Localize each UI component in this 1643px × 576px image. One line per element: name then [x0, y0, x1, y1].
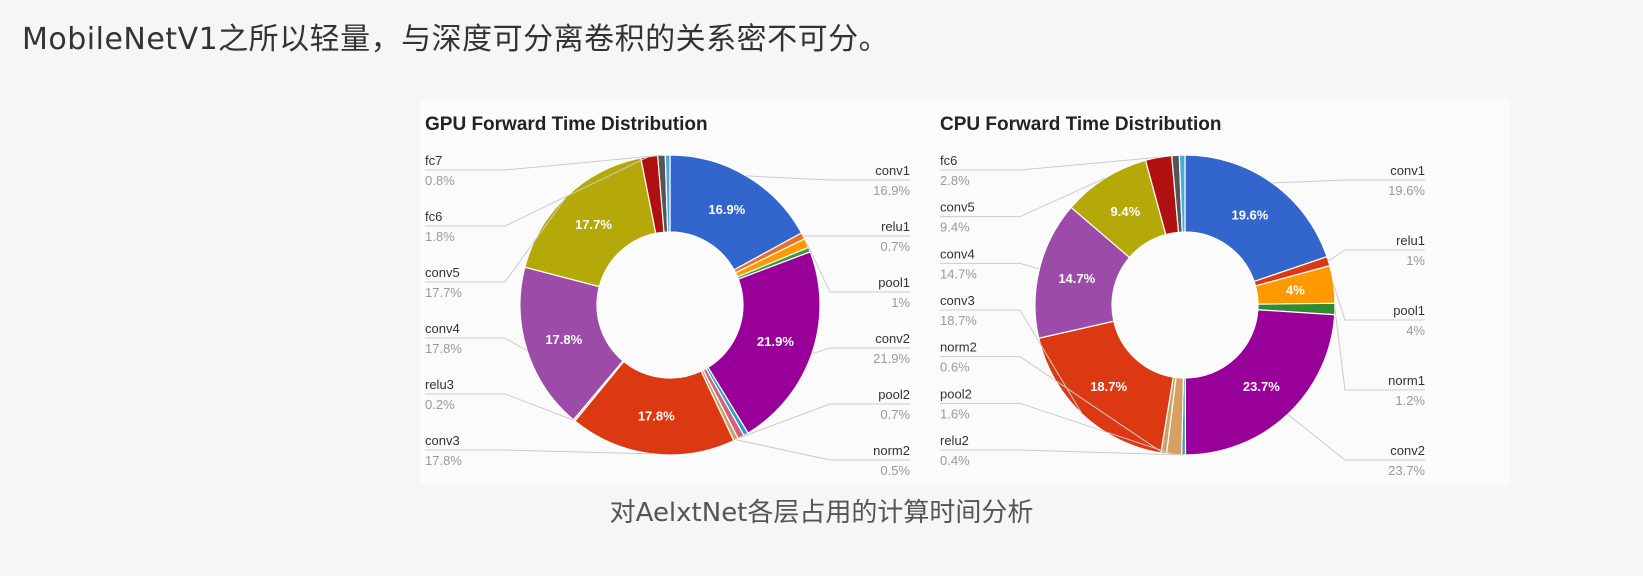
- leader-line-norm1: [1334, 308, 1425, 391]
- slice-conv5: [524, 157, 657, 288]
- legend-name-norm2: norm2: [873, 443, 910, 458]
- legend-name-relu1: relu1: [881, 219, 910, 234]
- leader-line-pool1: [806, 242, 910, 293]
- legend-pct-conv5: 17.7%: [425, 285, 462, 300]
- legend-pct-conv3: 17.8%: [425, 453, 462, 468]
- legend-pct-conv2: 23.7%: [1388, 463, 1425, 478]
- slice-fc8: [1178, 154, 1186, 233]
- leader-line-conv5: [425, 195, 568, 283]
- legend-name-relu2: relu2: [940, 433, 969, 448]
- legend-pct-fc6: 1.8%: [425, 229, 455, 244]
- leader-line-conv4: [425, 337, 528, 351]
- slice-label-conv3: 18.7%: [1090, 379, 1127, 394]
- chart-title: CPU Forward Time Distribution: [940, 114, 1222, 135]
- slice-label-pool1: 4%: [1286, 283, 1305, 298]
- leader-line-conv5: [940, 177, 1105, 218]
- leader-line-pool2: [940, 402, 1175, 456]
- legend-pct-pool1: 4%: [1406, 323, 1425, 338]
- legend-name-pool1: pool1: [878, 275, 910, 290]
- legend-name-norm2: norm2: [940, 340, 977, 355]
- legend-name-conv2: conv2: [1390, 443, 1425, 458]
- legend-pct-relu3: 0.2%: [425, 397, 455, 412]
- legend-pct-conv1: 19.6%: [1388, 183, 1425, 198]
- slice-conv4: [519, 266, 624, 421]
- slice-label-conv2: 23.7%: [1243, 379, 1280, 394]
- legend-name-pool2: pool2: [878, 387, 910, 402]
- legend-pct-relu1: 0.7%: [880, 239, 910, 254]
- leader-line-conv3: [940, 309, 1083, 415]
- slice-conv3: [574, 360, 735, 456]
- legend-pct-pool2: 1.6%: [940, 406, 970, 421]
- legend-pct-conv4: 17.8%: [425, 341, 462, 356]
- legend-name-conv1: conv1: [1390, 163, 1425, 178]
- leader-line-relu1: [1328, 249, 1425, 262]
- legend-name-conv3: conv3: [425, 433, 460, 448]
- legend-pct-pool2: 0.7%: [880, 407, 910, 422]
- legend-name-conv4: conv4: [940, 246, 975, 261]
- leader-line-relu2: [940, 449, 1184, 456]
- legend-pct-fc6: 2.8%: [940, 173, 970, 188]
- headline: MobileNetV1之所以轻量，与深度可分离卷积的关系密不可分。: [22, 22, 890, 57]
- leader-line-conv1: [1272, 179, 1425, 184]
- legend-name-fc7: fc7: [425, 153, 442, 168]
- leader-line-conv4: [940, 262, 1040, 270]
- leader-line-norm2: [735, 439, 910, 461]
- leader-line-conv2: [811, 347, 910, 355]
- legend-name-pool1: pool1: [1393, 303, 1425, 318]
- leader-line-fc6: [940, 156, 1159, 171]
- legend-pct-norm2: 0.6%: [940, 360, 970, 375]
- slice-label-conv3: 17.8%: [638, 409, 675, 424]
- leader-line-norm2: [940, 356, 1164, 454]
- chart-title: GPU Forward Time Distribution: [425, 114, 708, 135]
- legend-pct-conv3: 18.7%: [940, 313, 977, 328]
- slice-label-conv5: 17.7%: [575, 217, 612, 232]
- slice-label-conv4: 17.8%: [545, 332, 582, 347]
- slice-conv1: [1184, 154, 1328, 283]
- slice-conv2: [1184, 309, 1336, 456]
- legend-pct-pool1: 1%: [891, 295, 910, 310]
- legend-pct-fc7: 0.8%: [425, 173, 455, 188]
- legend-pct-conv5: 9.4%: [940, 220, 970, 235]
- cpu-donut-chart: CPU Forward Time Distribution 19.6% 4% 23.7…: [940, 114, 1425, 478]
- leader-line-relu3: [425, 393, 575, 421]
- slice-label-conv2: 21.9%: [757, 334, 794, 349]
- legend-name-conv5: conv5: [425, 265, 460, 280]
- slice-label-conv1: 16.9%: [708, 202, 745, 217]
- slice-conv1: [669, 154, 803, 271]
- leader-line-conv1: [746, 175, 910, 181]
- leader-line-conv2: [1287, 413, 1425, 461]
- leader-line-pool2: [740, 403, 910, 438]
- legend-name-pool2: pool2: [940, 386, 972, 401]
- leader-line-pool1: [1333, 284, 1425, 321]
- legend-name-conv3: conv3: [940, 293, 975, 308]
- legend-name-relu1: relu1: [1396, 233, 1425, 248]
- legend-pct-relu1: 1%: [1406, 253, 1425, 268]
- legend-name-conv5: conv5: [940, 200, 975, 215]
- legend-name-fc6: fc6: [425, 209, 442, 224]
- legend-pct-conv1: 16.9%: [873, 183, 910, 198]
- leader-line-conv3: [425, 449, 652, 455]
- legend-pct-conv4: 14.7%: [940, 266, 977, 281]
- slice-label-conv4: 14.7%: [1058, 271, 1095, 286]
- legend-pct-conv2: 21.9%: [873, 351, 910, 366]
- slice-label-conv1: 19.6%: [1231, 207, 1268, 222]
- slice-fc8: [664, 154, 671, 233]
- legend-pct-norm1: 1.2%: [1395, 393, 1425, 408]
- leader-line-fc6: [425, 156, 650, 227]
- gpu-donut-chart: GPU Forward Time Distribution 16.9% 21.9% 1…: [425, 114, 910, 478]
- legend-name-conv1: conv1: [875, 163, 910, 178]
- legend-name-conv2: conv2: [875, 331, 910, 346]
- legend-pct-norm2: 0.5%: [880, 463, 910, 478]
- legend-pct-relu2: 0.4%: [940, 453, 970, 468]
- slice-label-conv5: 9.4%: [1111, 204, 1141, 219]
- figure-caption: 对AelxtNet各层占用的计算时间分析: [609, 498, 1034, 528]
- slice-conv2: [707, 251, 821, 434]
- legend-name-norm1: norm1: [1388, 373, 1425, 388]
- legend-name-relu3: relu3: [425, 377, 454, 392]
- legend-name-conv4: conv4: [425, 321, 460, 336]
- leader-line-fc7: [425, 154, 662, 171]
- legend-name-fc6: fc6: [940, 153, 957, 168]
